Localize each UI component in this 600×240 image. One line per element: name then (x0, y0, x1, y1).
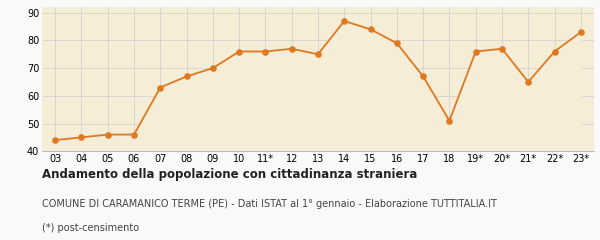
Point (392, 41, 401, 45)
Point (418, 74, 428, 78)
Point (287, 47, 296, 51)
Text: (*) post-censimento: (*) post-censimento (42, 223, 139, 233)
Point (497, 47, 507, 51)
Point (576, 30, 586, 34)
Text: Andamento della popolazione con cittadinanza straniera: Andamento della popolazione con cittadin… (42, 168, 418, 181)
Point (155, 86, 165, 90)
Point (260, 50, 270, 54)
Point (550, 50, 559, 54)
Point (340, 19, 349, 23)
Point (366, 27, 376, 31)
Text: COMUNE DI CARAMANICO TERME (PE) - Dati ISTAT al 1° gennaio - Elaborazione TUTTIT: COMUNE DI CARAMANICO TERME (PE) - Dati I… (42, 199, 497, 209)
Point (129, 133, 139, 137)
Point (445, 119, 454, 123)
Point (208, 66, 218, 70)
Point (50, 138, 60, 142)
Point (77, 135, 86, 139)
Point (235, 50, 244, 54)
Point (313, 52, 323, 56)
Point (523, 80, 533, 84)
Point (182, 74, 191, 78)
Point (103, 133, 113, 137)
Point (471, 50, 481, 54)
